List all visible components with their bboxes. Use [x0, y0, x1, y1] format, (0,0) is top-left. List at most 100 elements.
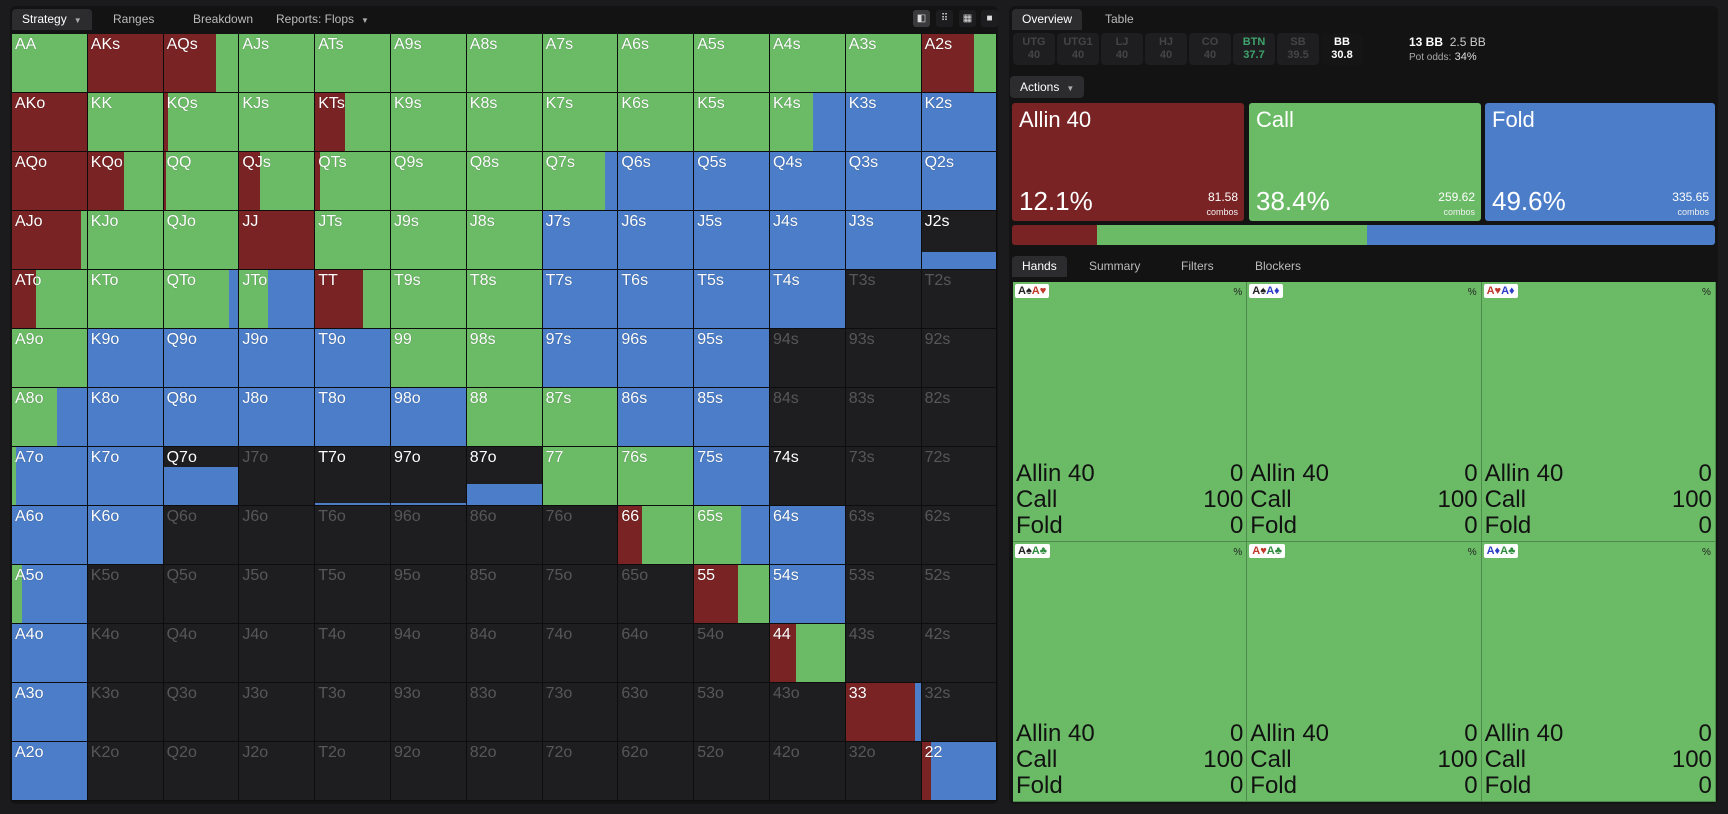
hand-cell[interactable]: 72s: [921, 447, 998, 506]
hand-cell[interactable]: J7o: [239, 447, 316, 506]
hand-cell[interactable]: T3o: [315, 683, 391, 742]
hand-cell[interactable]: QJo: [163, 211, 240, 270]
hand-cell[interactable]: Q6o: [163, 506, 240, 565]
hand-cell[interactable]: A3s: [845, 34, 922, 93]
position-btn[interactable]: BTN 37.7: [1233, 33, 1275, 65]
hand-cell[interactable]: T7o: [315, 447, 391, 506]
tab-breakdown[interactable]: Breakdown: [183, 9, 263, 30]
hand-cell[interactable]: 22: [921, 742, 998, 801]
hand-cell[interactable]: 93s: [845, 329, 922, 388]
hand-cell[interactable]: J4o: [239, 624, 316, 683]
hand-cell[interactable]: 74s: [770, 447, 846, 506]
hand-cell[interactable]: T2s: [921, 270, 998, 329]
hand-cell[interactable]: J9o: [239, 329, 316, 388]
hand-cell[interactable]: 65o: [618, 565, 695, 624]
hand-cell[interactable]: Q9o: [163, 329, 240, 388]
combo-cell[interactable]: A♠A♣% Allin 40 0 Call 100 Fold 0: [1013, 542, 1248, 802]
hand-cell[interactable]: 92s: [921, 329, 998, 388]
hand-cell[interactable]: Q8o: [163, 388, 240, 447]
hand-cell[interactable]: JTo: [239, 270, 316, 329]
hand-cell[interactable]: 72o: [542, 742, 619, 801]
hand-cell[interactable]: T3s: [845, 270, 922, 329]
hand-cell[interactable]: 52o: [694, 742, 770, 801]
hand-cell[interactable]: K3o: [87, 683, 164, 742]
hand-cell[interactable]: K6o: [87, 506, 164, 565]
hand-cell[interactable]: 92o: [391, 742, 467, 801]
hand-cell[interactable]: QJs: [239, 152, 316, 211]
hand-cell[interactable]: K9o: [87, 329, 164, 388]
hand-cell[interactable]: 54o: [694, 624, 770, 683]
tab-overview[interactable]: Overview: [1012, 9, 1083, 30]
tab-blockers[interactable]: Blockers: [1255, 259, 1302, 273]
hand-cell[interactable]: 85s: [694, 388, 770, 447]
hand-cell[interactable]: KJs: [239, 93, 316, 152]
hand-cell[interactable]: Q2o: [163, 742, 240, 801]
hand-cell[interactable]: A3o: [12, 683, 88, 742]
combo-cell[interactable]: A♦A♣% Allin 40 0 Call 100 Fold 0: [1481, 542, 1716, 802]
hand-cell[interactable]: KQo: [87, 152, 164, 211]
combo-cell[interactable]: A♥A♣% Allin 40 0 Call 100 Fold 0: [1247, 542, 1482, 802]
hand-cell[interactable]: 66: [618, 506, 695, 565]
hand-cell[interactable]: 44: [770, 624, 846, 683]
hand-cell[interactable]: AKo: [12, 93, 88, 152]
hand-cell[interactable]: 65s: [694, 506, 770, 565]
hand-cell[interactable]: K4o: [87, 624, 164, 683]
hand-cell[interactable]: A6o: [12, 506, 88, 565]
hand-cell[interactable]: KQs: [163, 93, 240, 152]
tab-table[interactable]: Table: [1105, 12, 1134, 26]
hand-cell[interactable]: 83o: [466, 683, 543, 742]
hand-cell[interactable]: 77: [542, 447, 619, 506]
tab-strategy[interactable]: Strategy ▼: [12, 9, 92, 30]
hand-cell[interactable]: 76s: [618, 447, 695, 506]
hand-cell[interactable]: Q7s: [542, 152, 619, 211]
action-call[interactable]: Call 38.4% 259.62 combos: [1249, 103, 1481, 221]
hand-cell[interactable]: J5s: [694, 211, 770, 270]
hand-cell[interactable]: K9s: [391, 93, 467, 152]
hand-cell[interactable]: 52s: [921, 565, 998, 624]
hand-cell[interactable]: T9o: [315, 329, 391, 388]
hand-cell[interactable]: AA: [12, 34, 88, 93]
hand-cell[interactable]: Q9s: [391, 152, 467, 211]
hand-cell[interactable]: J5o: [239, 565, 316, 624]
hand-cell[interactable]: 63o: [618, 683, 695, 742]
hand-cell[interactable]: K5o: [87, 565, 164, 624]
actions-dropdown[interactable]: Actions ▼: [1010, 76, 1085, 98]
hand-cell[interactable]: 94s: [770, 329, 846, 388]
hand-cell[interactable]: 32o: [845, 742, 922, 801]
hand-cell[interactable]: A2s: [921, 34, 998, 93]
action-allin[interactable]: Allin 40 12.1% 81.58 combos: [1012, 103, 1244, 221]
hand-cell[interactable]: T8o: [315, 388, 391, 447]
hand-cell[interactable]: T7s: [542, 270, 619, 329]
hand-cell[interactable]: 54s: [770, 565, 846, 624]
hand-cell[interactable]: 83s: [845, 388, 922, 447]
hand-cell[interactable]: K3s: [845, 93, 922, 152]
hand-cell[interactable]: 53s: [845, 565, 922, 624]
hand-cell[interactable]: 75s: [694, 447, 770, 506]
position-bb[interactable]: BB 30.8: [1321, 33, 1363, 65]
tab-filters[interactable]: Filters: [1181, 259, 1214, 273]
hand-cell[interactable]: J9s: [391, 211, 467, 270]
hand-cell[interactable]: AQs: [163, 34, 240, 93]
hand-cell[interactable]: 42o: [770, 742, 846, 801]
hand-cell[interactable]: 42s: [921, 624, 998, 683]
hand-cell[interactable]: 94o: [391, 624, 467, 683]
position-lj[interactable]: LJ 40: [1101, 33, 1143, 65]
hand-cell[interactable]: AJo: [12, 211, 88, 270]
hand-cell[interactable]: 62o: [618, 742, 695, 801]
hand-cell[interactable]: T6o: [315, 506, 391, 565]
hand-cell[interactable]: JTs: [315, 211, 391, 270]
hand-cell[interactable]: 55: [694, 565, 770, 624]
hand-cell[interactable]: J4s: [770, 211, 846, 270]
hand-cell[interactable]: K7o: [87, 447, 164, 506]
hand-cell[interactable]: K2s: [921, 93, 998, 152]
hand-cell[interactable]: Q5o: [163, 565, 240, 624]
hand-cell[interactable]: J7s: [542, 211, 619, 270]
hand-cell[interactable]: 86o: [466, 506, 543, 565]
combo-cell[interactable]: A♥A♦% Allin 40 0 Call 100 Fold 0: [1481, 282, 1716, 542]
hand-cell[interactable]: AJs: [239, 34, 316, 93]
hand-cell[interactable]: K2o: [87, 742, 164, 801]
hand-cell[interactable]: T4s: [770, 270, 846, 329]
tab-summary[interactable]: Summary: [1089, 259, 1141, 273]
hand-cell[interactable]: 99: [391, 329, 467, 388]
tab-ranges[interactable]: Ranges: [103, 9, 164, 30]
